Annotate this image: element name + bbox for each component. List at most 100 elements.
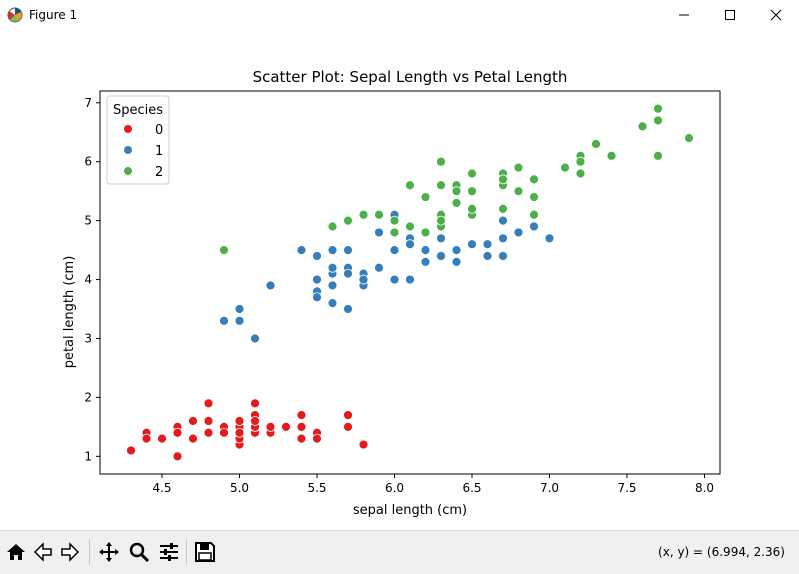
legend-label-0: 0 <box>155 123 163 138</box>
data-point-species-2 <box>529 192 539 202</box>
data-point-species-1 <box>374 227 384 238</box>
data-point-species-0 <box>126 445 136 456</box>
data-point-species-2 <box>575 168 586 179</box>
data-point-species-2 <box>436 180 446 191</box>
pan-button[interactable] <box>97 540 121 564</box>
data-point-species-2 <box>513 162 524 173</box>
data-point-species-2 <box>451 186 462 197</box>
data-point-species-2 <box>591 139 601 149</box>
data-point-species-2 <box>529 209 539 220</box>
close-icon <box>770 9 782 21</box>
data-point-species-2 <box>358 209 369 220</box>
y-axis-ticks: 1 2 3 4 5 6 7 <box>84 96 100 463</box>
matplotlib-app-icon <box>7 7 23 23</box>
minimize-icon <box>679 14 689 16</box>
data-point-species-2 <box>327 221 338 232</box>
data-point-species-1 <box>451 245 462 255</box>
data-point-species-2 <box>653 115 663 126</box>
data-point-species-2 <box>451 198 462 208</box>
maximize-button[interactable] <box>707 0 753 30</box>
data-point-species-1 <box>343 304 353 314</box>
data-point-species-2 <box>343 215 353 226</box>
data-point-species-0 <box>234 427 245 438</box>
legend-label-1: 1 <box>155 144 163 159</box>
x-tick-label: 6.5 <box>462 481 481 495</box>
data-point-species-2 <box>653 150 663 161</box>
home-icon <box>7 544 25 560</box>
data-point-species-2 <box>219 245 229 255</box>
data-point-species-1 <box>513 227 524 238</box>
data-point-species-1 <box>482 251 493 261</box>
data-point-species-2 <box>389 215 400 226</box>
data-point-species-0 <box>358 439 369 450</box>
y-tick-label: 7 <box>84 96 92 110</box>
data-point-species-0 <box>172 451 183 462</box>
data-point-species-2 <box>420 227 431 238</box>
y-tick-label: 6 <box>84 155 92 169</box>
save-icon <box>195 542 215 562</box>
y-tick-label: 4 <box>84 273 92 287</box>
configure-subplots-icon <box>160 543 178 561</box>
data-point-species-2 <box>405 221 415 232</box>
data-point-species-2 <box>575 156 586 167</box>
data-point-species-1 <box>389 274 400 285</box>
data-point-species-0 <box>281 421 291 432</box>
legend-box <box>106 95 170 185</box>
data-point-species-2 <box>637 121 648 132</box>
save-button[interactable] <box>193 540 217 564</box>
data-point-species-1 <box>312 292 322 303</box>
data-point-species-0 <box>343 421 353 432</box>
data-point-species-2 <box>467 168 477 179</box>
data-points <box>126 103 694 462</box>
data-point-species-1 <box>265 280 276 291</box>
data-point-species-1 <box>358 274 369 285</box>
window-title: Figure 1 <box>29 8 78 22</box>
legend-marker-0 <box>123 124 133 134</box>
data-point-species-0 <box>312 433 322 444</box>
data-point-species-2 <box>467 186 477 197</box>
data-point-species-1 <box>544 233 555 244</box>
home-button[interactable] <box>4 540 28 564</box>
figure-canvas[interactable]: Scatter Plot: Sepal Length vs Petal Leng… <box>0 30 799 530</box>
data-point-species-1 <box>234 304 245 314</box>
data-point-species-1 <box>436 251 446 261</box>
zoom-button[interactable] <box>127 540 151 564</box>
data-point-species-2 <box>436 215 446 226</box>
data-point-species-1 <box>389 245 400 255</box>
forward-button[interactable] <box>58 540 82 564</box>
data-point-species-0 <box>234 416 245 426</box>
data-point-species-1 <box>312 274 322 285</box>
data-point-species-1 <box>436 233 446 244</box>
data-point-species-1 <box>467 239 477 250</box>
y-tick-label: 2 <box>84 390 92 404</box>
data-point-species-1 <box>327 298 338 309</box>
data-point-species-1 <box>498 215 508 226</box>
close-button[interactable] <box>753 0 799 30</box>
data-point-species-2 <box>606 150 617 161</box>
y-axis-label: petal length (cm) <box>62 256 77 369</box>
data-point-species-1 <box>374 262 384 273</box>
data-point-species-1 <box>498 251 508 261</box>
data-point-species-2 <box>498 203 508 214</box>
minimize-button[interactable] <box>661 0 707 30</box>
data-point-species-0 <box>250 416 260 426</box>
data-point-species-2 <box>653 103 663 114</box>
scatter-chart: Scatter Plot: Sepal Length vs Petal Leng… <box>62 68 721 518</box>
cursor-coordinates: (x, y) = (6.994, 2.36) <box>658 545 785 559</box>
data-point-species-0 <box>141 433 152 444</box>
legend-label-2: 2 <box>155 165 163 180</box>
toolbar-separator <box>186 539 187 565</box>
data-point-species-2 <box>436 156 446 167</box>
data-point-species-1 <box>420 256 431 267</box>
configure-subplots-button[interactable] <box>157 540 181 564</box>
data-point-species-1 <box>234 315 245 326</box>
x-axis-ticks: 4.5 5.0 5.5 6.0 6.5 7.0 7.5 8.0 <box>152 474 714 495</box>
data-point-species-0 <box>250 398 260 409</box>
data-point-species-0 <box>203 398 214 409</box>
y-tick-label: 5 <box>84 214 92 228</box>
data-point-species-1 <box>405 239 415 250</box>
back-button[interactable] <box>31 540 55 564</box>
zoom-icon <box>129 542 150 563</box>
data-point-species-1 <box>312 251 322 261</box>
data-point-species-1 <box>219 315 229 326</box>
